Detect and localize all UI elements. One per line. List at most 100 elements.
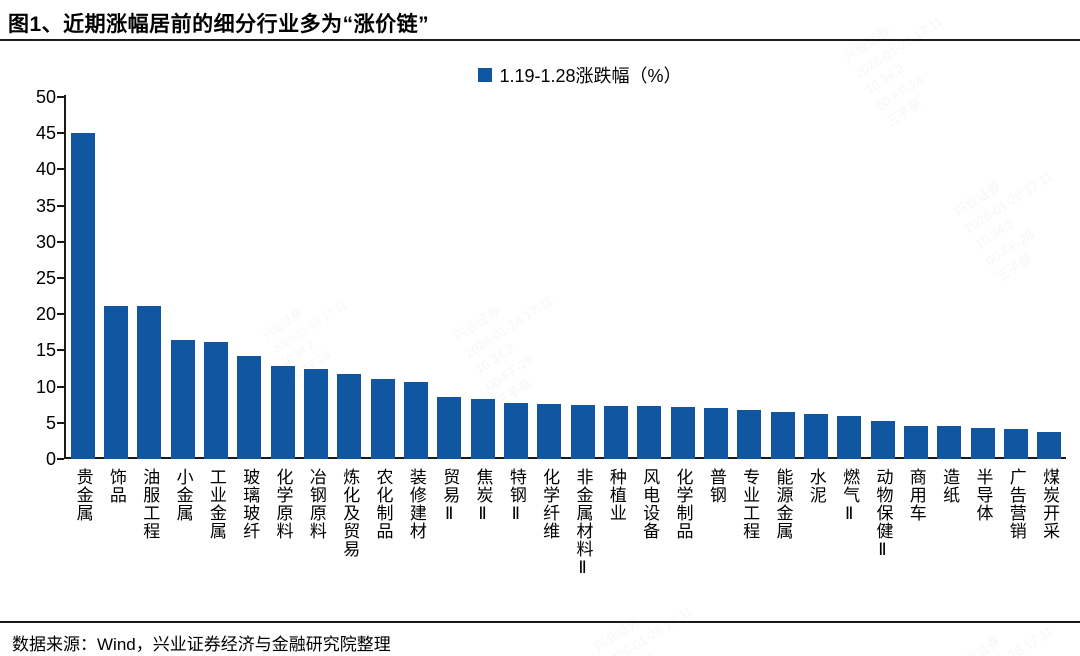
x-label-slot: 非金属材料Ⅱ [566,468,599,579]
x-label-slot: 工业金属 [199,468,232,540]
bar-炼化及贸易 [337,374,362,459]
x-label-slot: 化学原料 [266,468,299,540]
bar-种植业 [603,406,628,459]
bar-煤炭开采 [1037,431,1062,459]
x-axis-label: 化学制品 [673,468,693,540]
x-axis-label: 贵金属 [73,468,93,522]
bar-slot [266,97,299,459]
x-label-slot: 玻璃玻纤 [233,468,266,540]
bar-slot [433,97,466,459]
bar-焦炭Ⅱ [470,398,495,459]
x-label-slot: 半导体 [966,468,999,522]
bar-农化制品 [370,378,395,459]
x-axis-label: 半导体 [973,468,993,522]
x-axis-label: 广告营销 [1006,468,1026,540]
x-label-slot: 饰品 [99,468,132,504]
y-tick-mark [57,349,64,352]
y-tick-label: 40 [35,159,56,180]
x-axis-labels: 贵金属 饰品 油服工程 小金属 工业金属 玻璃玻纤 化学原料 冶钢原料 炼化及贸易 农化制品 装修建… [66,468,1066,628]
x-axis-label: 贸易Ⅱ [440,468,460,525]
y-tick-label: 50 [35,87,56,107]
chart-title: 图1、近期涨幅居前的细分行业多为“涨价链” [8,13,430,36]
x-axis-label: 能源金属 [773,468,793,540]
bar-slot [166,97,199,459]
bar-slot [866,97,899,459]
bar-slot [199,97,232,459]
bar-燃气Ⅱ [837,416,862,459]
bar-广告营销 [1003,428,1028,459]
x-axis-line [64,457,1066,459]
bar-化学原料 [270,365,295,459]
bar-特钢Ⅱ [503,402,528,459]
x-axis-label: 商用车 [906,468,926,522]
bar-slot [599,97,632,459]
bar-slot [999,97,1032,459]
bar-商用车 [903,425,928,459]
x-label-slot: 广告营销 [999,468,1032,540]
x-label-slot: 水泥 [799,468,832,504]
x-label-slot: 冶钢原料 [299,468,332,540]
bar-小金属 [170,339,195,459]
title-divider [0,39,1080,41]
bar-slot [666,97,699,459]
x-axis-label: 玻璃玻纤 [240,468,260,540]
y-tick-mark [57,96,64,98]
x-label-slot: 贵金属 [66,468,99,522]
bar-slot [533,97,566,459]
bar-slot [99,97,132,459]
x-axis-label: 特钢Ⅱ [506,468,526,525]
x-axis-label: 燃气Ⅱ [840,468,860,525]
x-axis-label: 化学原料 [273,468,293,540]
bar-玻璃玻纤 [237,356,262,459]
x-label-slot: 专业工程 [733,468,766,540]
x-axis-label: 饰品 [106,468,126,504]
bar-slot [333,97,366,459]
y-tick-mark [57,168,64,171]
x-label-slot: 小金属 [166,468,199,522]
bar-冶钢原料 [303,369,328,459]
y-tick-label: 30 [35,231,56,252]
bar-slot [299,97,332,459]
x-label-slot: 商用车 [899,468,932,522]
bar-slot [733,97,766,459]
x-label-slot: 造纸 [933,468,966,504]
y-tick-mark [57,458,64,460]
y-tick-label: 10 [35,376,56,397]
bar-slot [566,97,599,459]
bar-非金属材料Ⅱ [570,404,595,459]
bar-slot [966,97,999,459]
x-label-slot: 煤炭开采 [1033,468,1066,540]
bar-slot [799,97,832,459]
bar-slot [1033,97,1066,459]
bar-化学制品 [670,406,695,459]
x-label-slot: 炼化及贸易 [333,468,366,558]
x-label-slot: 装修建材 [399,468,432,540]
x-axis-label: 冶钢原料 [306,468,326,540]
bar-slot [833,97,866,459]
bar-专业工程 [737,409,762,459]
bar-动物保健Ⅱ [870,421,895,459]
x-label-slot: 化学纤维 [533,468,566,540]
chart-legend: 1.19-1.28涨跌幅（%） [40,62,1080,88]
x-label-slot: 燃气Ⅱ [833,468,866,525]
x-axis-label: 油服工程 [140,468,160,540]
y-tick-mark [57,277,64,279]
x-label-slot: 油服工程 [133,468,166,540]
x-axis-label: 炼化及贸易 [340,468,360,558]
x-label-slot: 特钢Ⅱ [499,468,532,525]
x-label-slot: 化学制品 [666,468,699,540]
bar-造纸 [937,426,962,459]
x-axis-label: 水泥 [806,468,826,504]
y-tick-mark [57,240,64,243]
x-axis-label: 专业工程 [740,468,760,540]
x-label-slot: 动物保健Ⅱ [866,468,899,561]
y-tick-label: 35 [35,195,56,216]
y-tick-label: 0 [45,449,56,469]
y-tick-mark [57,313,64,316]
x-axis-label: 农化制品 [373,468,393,540]
x-label-slot: 农化制品 [366,468,399,540]
bar-slot [899,97,932,459]
x-axis-label: 化学纤维 [540,468,560,540]
x-axis-label: 工业金属 [206,468,226,540]
legend-label: 1.19-1.28涨跌幅（%） [499,66,682,86]
